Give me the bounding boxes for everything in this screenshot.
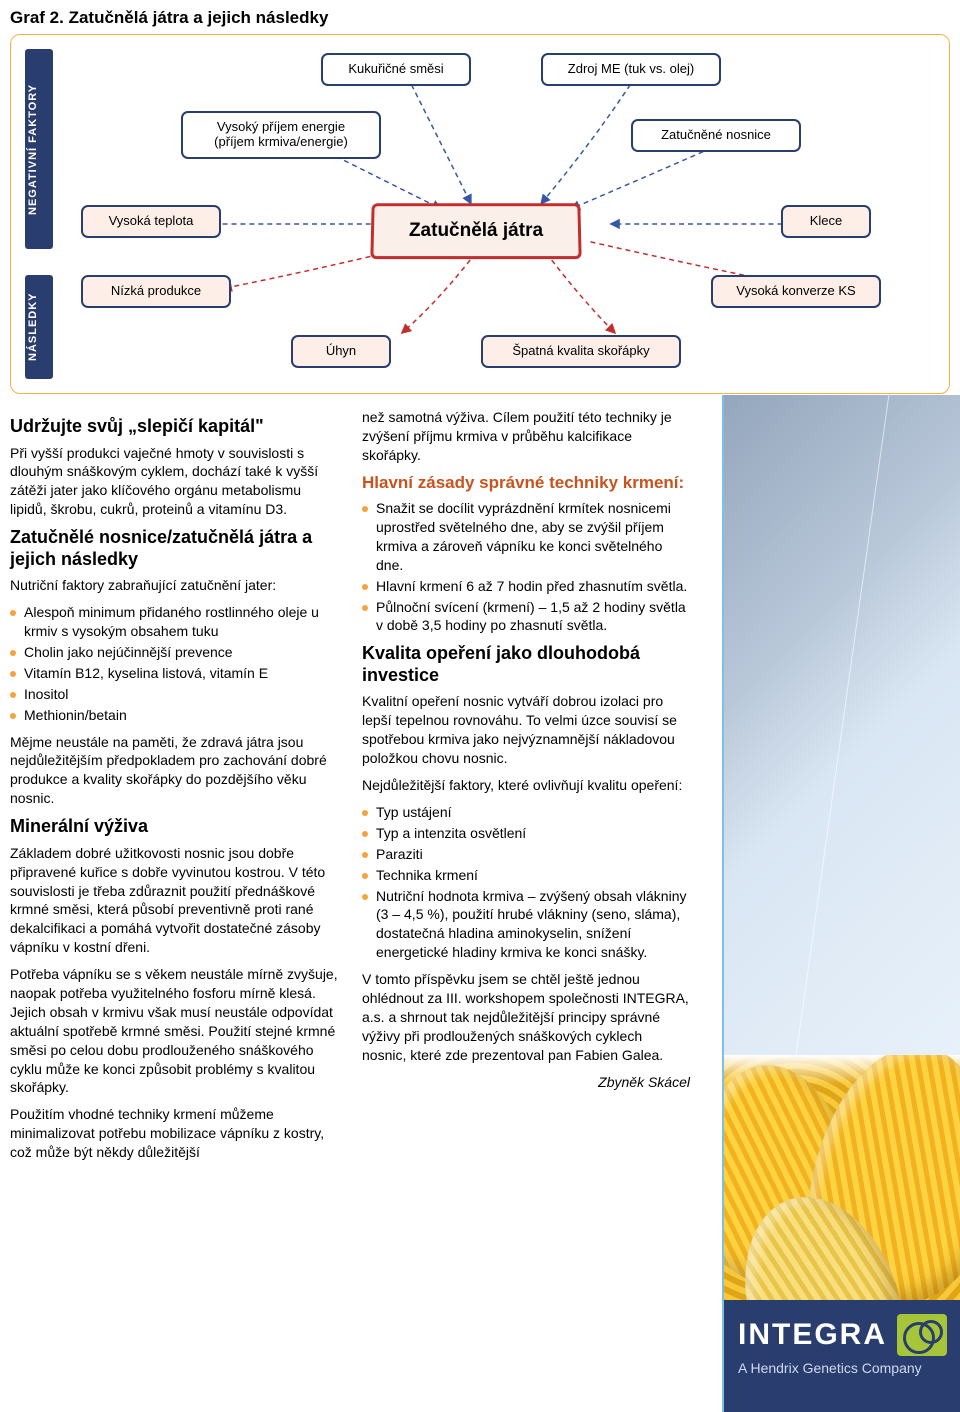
vertical-label-negativni: NEGATIVNÍ FAKTORY xyxy=(25,49,53,249)
list-item: Technika krmení xyxy=(362,866,690,885)
right-strip: INTEGRA A Hendrix Genetics Company xyxy=(722,395,960,1412)
node-vysoky-prijem: Vysoký příjem energie (příjem krmiva/ene… xyxy=(181,111,381,159)
logo-mark-icon xyxy=(897,1314,947,1356)
para-mineral2: Potřeba vápníku se s věkem neustále mírn… xyxy=(10,965,338,1097)
vertical-label-nasledky: NÁSLEDKY xyxy=(25,275,53,379)
para-kvalita2: Nejdůležitější faktory, které ovlivňují … xyxy=(362,776,690,795)
para-kapital: Při vyšší produkci vaječné hmoty v souvi… xyxy=(10,444,338,520)
list-item: Půlnoční svícení (krmení) – 1,5 až 2 hod… xyxy=(362,598,690,636)
node-kukuricne-smesi: Kukuřičné směsi xyxy=(321,53,471,86)
node-uhyn: Úhyn xyxy=(291,335,391,368)
para-nutric-intro: Nutriční faktory zabraňující zatučnění j… xyxy=(10,576,338,595)
heading-zatucnele: Zatučnělé nosnice/zatučnělá játra a jeji… xyxy=(10,527,338,570)
node-zatucnene-nosnice: Zatučněné nosnice xyxy=(631,119,801,152)
right-column: než samotná výživa. Cílem použití této t… xyxy=(362,408,690,1170)
left-column: Udržujte svůj „slepičí kapitál" Při vyšš… xyxy=(10,408,338,1170)
para-mineral3: Použitím vhodné techniky krmení můžeme m… xyxy=(10,1105,338,1162)
list-item: Paraziti xyxy=(362,845,690,864)
node-spatna-kvalita: Špatná kvalita skořápky xyxy=(481,335,681,368)
list-item: Hlavní krmení 6 až 7 hodin před zhasnutí… xyxy=(362,577,690,596)
para-nutric-out: Mějme neustále na paměti, že zdravá játr… xyxy=(10,733,338,809)
list-zasady: Snažit se docílit vyprázdnění krmítek no… xyxy=(362,499,690,635)
author-name: Zbyněk Skácel xyxy=(362,1073,690,1092)
list-item: Typ ustájení xyxy=(362,803,690,822)
heading-kapital: Udržujte svůj „slepičí kapitál" xyxy=(10,416,338,438)
para-outro: V tomto příspěvku jsem se chtěl ještě je… xyxy=(362,970,690,1064)
decor-gradient xyxy=(724,395,960,1055)
node-central-zatucnela-jatra: Zatučnělá játra xyxy=(370,203,581,259)
list-item: Cholin jako nejúčinnější prevence xyxy=(10,643,338,662)
list-item: Snažit se docílit vyprázdnění krmítek no… xyxy=(362,499,690,575)
list-faktory: Typ ustájení Typ a intenzita osvětlení P… xyxy=(362,803,690,962)
corn-photo xyxy=(724,1055,960,1300)
heading-kvalita: Kvalita opeření jako dlouhodobá investic… xyxy=(362,643,690,686)
logo-sub: A Hendrix Genetics Company xyxy=(738,1360,948,1376)
list-item: Vitamín B12, kyselina listová, vitamín E xyxy=(10,664,338,683)
list-item: Methionin/betain xyxy=(10,706,338,725)
node-zdroj-me: Zdroj ME (tuk vs. olej) xyxy=(541,53,721,86)
page-title: Graf 2. Zatučnělá játra a jejich následk… xyxy=(0,0,960,34)
para-kvalita1: Kvalitní opeření nosnic vytváří dobrou i… xyxy=(362,692,690,768)
heading-mineral: Minerální výživa xyxy=(10,816,338,838)
logo-text: INTEGRA xyxy=(738,1318,887,1352)
node-klece: Klece xyxy=(781,205,871,238)
list-item: Nutriční hodnota krmiva – zvýšený obsah … xyxy=(362,887,690,963)
logo-band: INTEGRA A Hendrix Genetics Company xyxy=(724,1300,960,1412)
para-mineral1: Základem dobré užitkovosti nosnic jsou d… xyxy=(10,844,338,957)
node-vysoka-teplota: Vysoká teplota xyxy=(81,205,221,238)
list-item: Alespoň minimum přidaného rostlinného ol… xyxy=(10,603,338,641)
diagram-panel: NEGATIVNÍ FAKTORY NÁSLEDKY Ku xyxy=(10,34,950,394)
heading-zasady: Hlavní zásady správné techniky krmení: xyxy=(362,473,690,493)
node-nizka-produkce: Nízká produkce xyxy=(81,275,231,308)
node-vysoka-konverze: Vysoká konverze KS xyxy=(711,275,881,308)
list-item: Inositol xyxy=(10,685,338,704)
para-cont: než samotná výživa. Cílem použití této t… xyxy=(362,408,690,465)
list-item: Typ a intenzita osvětlení xyxy=(362,824,690,843)
list-nutric: Alespoň minimum přidaného rostlinného ol… xyxy=(10,603,338,724)
